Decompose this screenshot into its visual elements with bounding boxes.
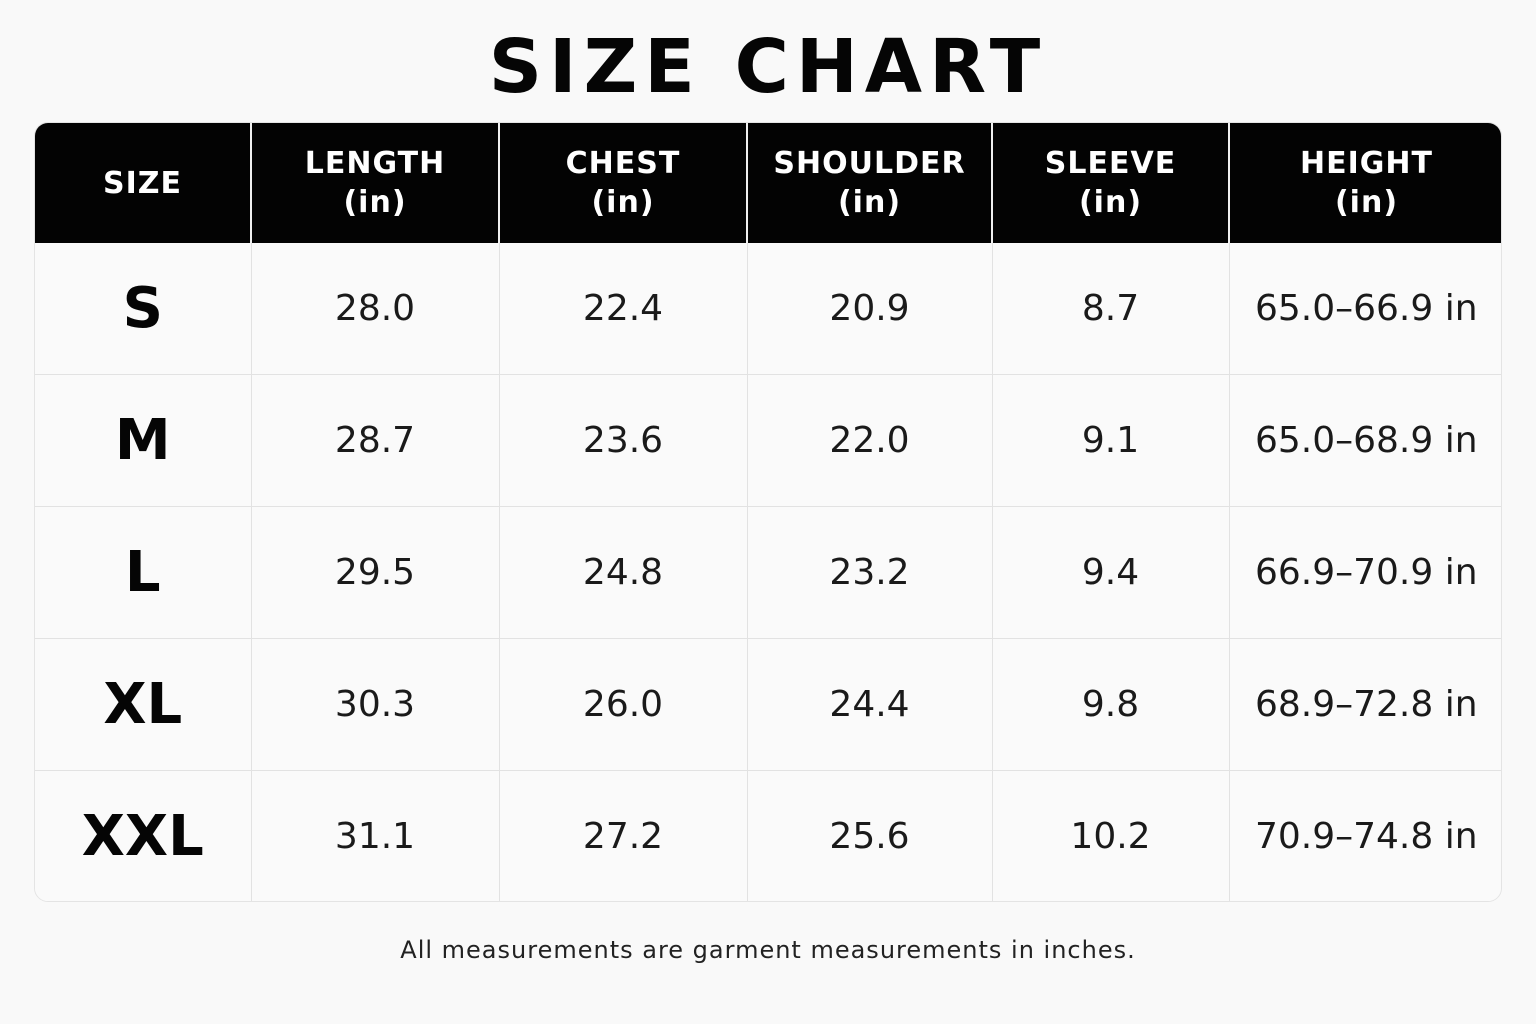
height-cell: 68.9–72.8 in (1229, 638, 1501, 771)
size-table: SIZE LENGTH (in) CHEST (in) SHOULDER (in) S… (35, 123, 1501, 901)
table-row: L 29.5 24.8 23.2 9.4 66.9–70.9 in (35, 506, 1501, 639)
table-row: XXL 31.1 27.2 25.6 10.2 70.9–74.8 in (35, 770, 1501, 901)
column-unit: (in) (1334, 185, 1399, 220)
column-unit: (in) (837, 185, 902, 220)
shoulder-cell: 22.0 (747, 374, 993, 507)
length-cell: 28.0 (251, 243, 500, 375)
chest-cell: 27.2 (499, 770, 748, 901)
size-cell: S (35, 243, 252, 375)
column-header-sleeve: SLEEVE (in) (992, 123, 1230, 243)
sleeve-cell: 9.4 (992, 506, 1230, 639)
size-chart-table: SIZE LENGTH (in) CHEST (in) SHOULDER (in) S… (34, 122, 1502, 902)
shoulder-cell: 20.9 (747, 243, 993, 375)
length-cell: 28.7 (251, 374, 500, 507)
sleeve-cell: 9.8 (992, 638, 1230, 771)
column-unit: (in) (591, 185, 655, 220)
size-cell: L (35, 506, 252, 639)
shoulder-cell: 24.4 (747, 638, 993, 771)
table-row: M 28.7 23.6 22.0 9.1 65.0–68.9 in (35, 374, 1501, 507)
chest-cell: 26.0 (499, 638, 748, 771)
length-cell: 29.5 (251, 506, 500, 639)
size-cell: M (35, 374, 252, 507)
header-row: SIZE LENGTH (in) CHEST (in) SHOULDER (in) S… (35, 123, 1501, 243)
shoulder-cell: 25.6 (747, 770, 993, 901)
column-header-size: SIZE (35, 123, 252, 243)
table-row: S 28.0 22.4 20.9 8.7 65.0–66.9 in (35, 243, 1501, 375)
column-unit: (in) (343, 185, 407, 220)
length-cell: 30.3 (251, 638, 500, 771)
column-unit: (in) (1078, 185, 1143, 220)
length-cell: 31.1 (251, 770, 500, 901)
height-cell: 65.0–68.9 in (1229, 374, 1501, 507)
column-header-length: LENGTH (in) (251, 123, 500, 243)
shoulder-cell: 23.2 (747, 506, 993, 639)
height-cell: 66.9–70.9 in (1229, 506, 1501, 639)
height-cell: 65.0–66.9 in (1229, 243, 1501, 375)
column-header-shoulder: SHOULDER (in) (747, 123, 993, 243)
size-cell: XL (35, 638, 252, 771)
footnote: All measurements are garment measurement… (400, 936, 1136, 964)
height-cell: 70.9–74.8 in (1229, 770, 1501, 901)
sleeve-cell: 8.7 (992, 243, 1230, 375)
sleeve-cell: 10.2 (992, 770, 1230, 901)
sleeve-cell: 9.1 (992, 374, 1230, 507)
chest-cell: 22.4 (499, 243, 748, 375)
page-title: SIZE CHART (488, 24, 1048, 110)
column-header-height: HEIGHT (in) (1229, 123, 1501, 243)
chest-cell: 24.8 (499, 506, 748, 639)
chest-cell: 23.6 (499, 374, 748, 507)
column-header-chest: CHEST (in) (499, 123, 748, 243)
table-row: XL 30.3 26.0 24.4 9.8 68.9–72.8 in (35, 638, 1501, 771)
size-cell: XXL (35, 770, 252, 901)
